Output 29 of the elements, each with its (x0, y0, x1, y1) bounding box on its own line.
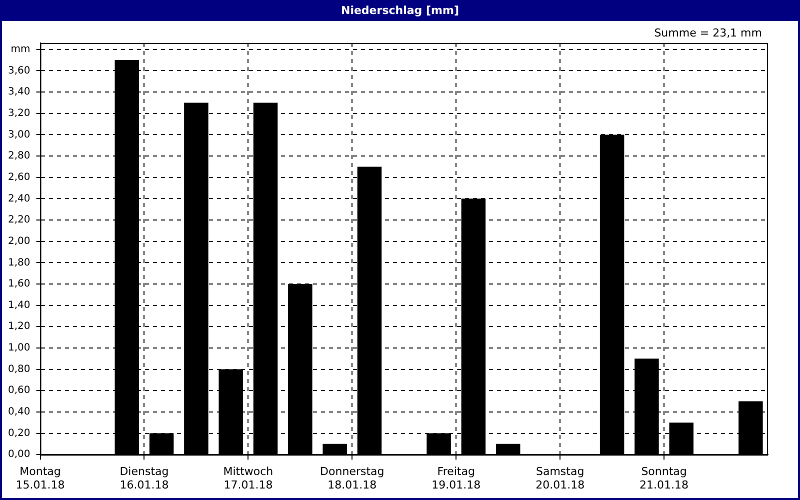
y-tick-label: 2,60 (8, 172, 30, 183)
x-tick-label: Donnerstag 18.01.18 (320, 465, 384, 492)
y-tick-label: 2,40 (8, 193, 30, 204)
y-tick-label: 0,00 (8, 449, 30, 460)
x-tick-label: Montag 15.01.18 (16, 465, 65, 492)
chart-title: Niederschlag [mm] (2, 2, 798, 21)
y-tick-label: 2,20 (8, 214, 30, 226)
y-tick-label: 3,60 (8, 65, 30, 76)
y-tick-label: 0,20 (8, 428, 30, 439)
y-tick-label: 0,80 (8, 364, 30, 375)
y-tick-label: 1,00 (8, 342, 30, 354)
y-tick-label: 3,20 (8, 108, 30, 119)
y-tick-label: 0,60 (8, 385, 30, 396)
text: Summe = 23,1 mm (654, 26, 762, 40)
y-tick-label: 3,00 (8, 129, 30, 140)
y-tick-label: 2,80 (8, 150, 30, 162)
y-tick-label: 1,20 (8, 321, 30, 332)
y-tick-label: 3,40 (8, 86, 30, 98)
x-tick-label: Dienstag 16.01.18 (120, 465, 169, 492)
x-tick-label: Sonntag 21.01.18 (640, 465, 689, 492)
y-tick-label: 0,40 (8, 406, 30, 418)
y-tick-label: mm (10, 44, 30, 55)
y-tick-label: 2,00 (8, 236, 30, 247)
y-tick-label: 1,80 (8, 257, 30, 268)
y-tick-label: 1,60 (8, 278, 30, 290)
x-tick-label: Samstag 20.01.18 (536, 465, 585, 492)
y-tick-label: 1,40 (8, 300, 30, 311)
x-tick-label: Freitag 19.01.18 (432, 465, 481, 492)
x-tick-label: Mittwoch 17.01.18 (223, 465, 274, 492)
